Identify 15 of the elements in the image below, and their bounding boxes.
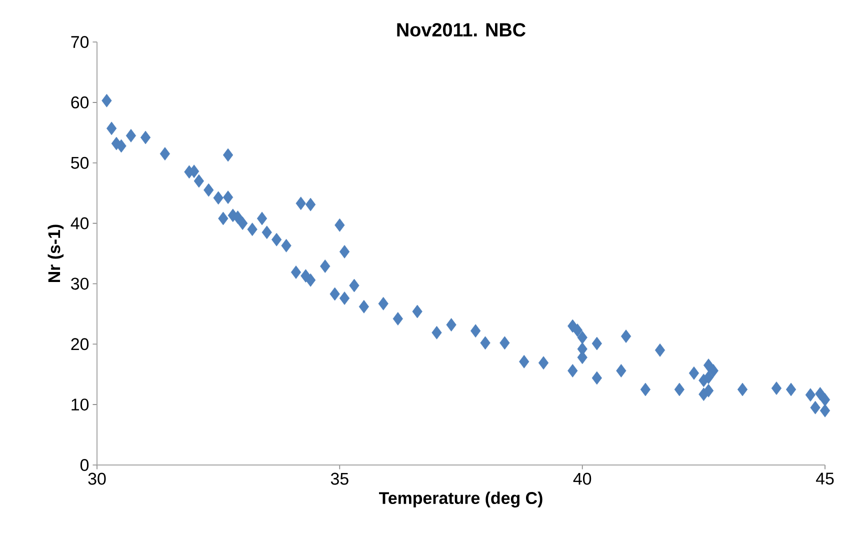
y-axis-title: Nr (s-1) — [48, 224, 64, 282]
x-tick-label: 35 — [330, 472, 348, 485]
y-tick-label: 20 — [71, 338, 89, 350]
x-axis-title: Temperature (deg C) — [379, 492, 542, 508]
chart-title: Nov2011. NBC — [397, 23, 526, 37]
x-tick-label: 40 — [573, 472, 592, 485]
y-tick-label: 50 — [71, 156, 89, 169]
y-tick-label: 0 — [80, 459, 89, 471]
x-tick-label: 30 — [88, 472, 106, 485]
y-tick-label: 30 — [71, 278, 89, 290]
y-tick-label: 40 — [70, 217, 89, 230]
x-tick-label: 45 — [816, 472, 834, 485]
y-tick-label: 70 — [71, 36, 89, 48]
y-tick-label: 10 — [72, 398, 89, 411]
y-tick-label: 60 — [71, 96, 89, 108]
